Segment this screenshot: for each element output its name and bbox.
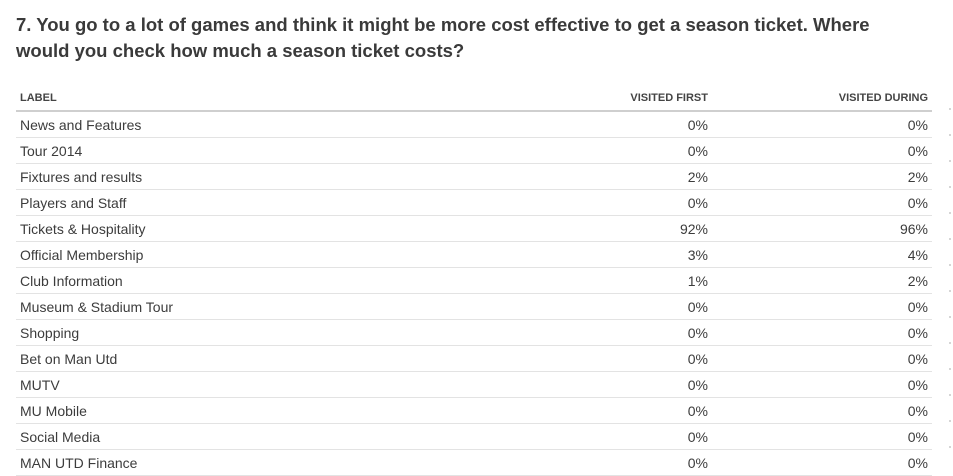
- visited-during-value: 0%: [712, 293, 932, 320]
- row-label: News and Features: [16, 111, 476, 138]
- visited-first-value: 0%: [476, 449, 712, 476]
- visited-during-value: 0%: [712, 449, 932, 476]
- visited-first-value: 0%: [476, 189, 712, 216]
- visited-during-value: 4%: [712, 241, 932, 268]
- row-label: Shopping: [16, 319, 476, 346]
- row-label: Official Membership: [16, 241, 476, 268]
- table-row: Social Media 0% 0%: [16, 423, 932, 450]
- table-row: Museum & Stadium Tour 0% 0%: [16, 293, 932, 320]
- visited-during-value: 0%: [712, 345, 932, 372]
- row-label: Bet on Man Utd: [16, 345, 476, 372]
- visited-first-value: 3%: [476, 241, 712, 268]
- row-label: MAN UTD Finance: [16, 449, 476, 476]
- visited-during-value: 0%: [712, 137, 932, 164]
- table-header-row: LABEL VISITED FIRST VISITED DURING: [16, 86, 932, 112]
- visited-during-value: 96%: [712, 215, 932, 242]
- table-row: MU Mobile 0% 0%: [16, 397, 932, 424]
- row-label: Players and Staff: [16, 189, 476, 216]
- row-label: Fixtures and results: [16, 163, 476, 190]
- row-label: Tickets & Hospitality: [16, 215, 476, 242]
- visited-first-value: 0%: [476, 397, 712, 424]
- visited-during-value: 0%: [712, 319, 932, 346]
- row-label: MUTV: [16, 371, 476, 398]
- visited-first-value: 0%: [476, 137, 712, 164]
- row-label: Tour 2014: [16, 137, 476, 164]
- table-row: MUTV 0% 0%: [16, 371, 932, 398]
- scrollbar-track: [949, 96, 951, 466]
- table-row: Bet on Man Utd 0% 0%: [16, 345, 932, 372]
- row-label: Club Information: [16, 267, 476, 294]
- visited-during-value: 2%: [712, 163, 932, 190]
- visited-during-value: 0%: [712, 189, 932, 216]
- results-table: LABEL VISITED FIRST VISITED DURING News …: [16, 86, 932, 476]
- table-row: MAN UTD Finance 0% 0%: [16, 449, 932, 476]
- column-header-visited-during[interactable]: VISITED DURING: [712, 86, 932, 112]
- visited-during-value: 0%: [712, 111, 932, 138]
- row-label: Museum & Stadium Tour: [16, 293, 476, 320]
- row-label: Social Media: [16, 423, 476, 450]
- table-row: Players and Staff 0% 0%: [16, 189, 932, 216]
- visited-during-value: 2%: [712, 267, 932, 294]
- column-header-visited-first[interactable]: VISITED FIRST: [476, 86, 712, 112]
- table-row: Official Membership 3% 4%: [16, 241, 932, 268]
- visited-first-value: 0%: [476, 371, 712, 398]
- question-heading: 7. You go to a lot of games and think it…: [16, 14, 870, 61]
- table-row: Tour 2014 0% 0%: [16, 137, 932, 164]
- visited-first-value: 1%: [476, 267, 712, 294]
- visited-during-value: 0%: [712, 397, 932, 424]
- table-row: Club Information 1% 2%: [16, 267, 932, 294]
- row-label: MU Mobile: [16, 397, 476, 424]
- table-body: News and Features 0% 0% Tour 2014 0% 0% Fixtur…: [16, 111, 932, 476]
- visited-first-value: 0%: [476, 293, 712, 320]
- visited-first-value: 0%: [476, 345, 712, 372]
- visited-first-value: 92%: [476, 215, 712, 242]
- table-row: Shopping 0% 0%: [16, 319, 932, 346]
- visited-first-value: 0%: [476, 111, 712, 138]
- visited-during-value: 0%: [712, 371, 932, 398]
- table-row: News and Features 0% 0%: [16, 111, 932, 138]
- visited-first-value: 0%: [476, 319, 712, 346]
- table-row: Tickets & Hospitality 92% 96%: [16, 215, 932, 242]
- column-header-label[interactable]: LABEL: [16, 86, 476, 112]
- visited-first-value: 2%: [476, 163, 712, 190]
- visited-first-value: 0%: [476, 423, 712, 450]
- table-row: Fixtures and results 2% 2%: [16, 163, 932, 190]
- visited-during-value: 0%: [712, 423, 932, 450]
